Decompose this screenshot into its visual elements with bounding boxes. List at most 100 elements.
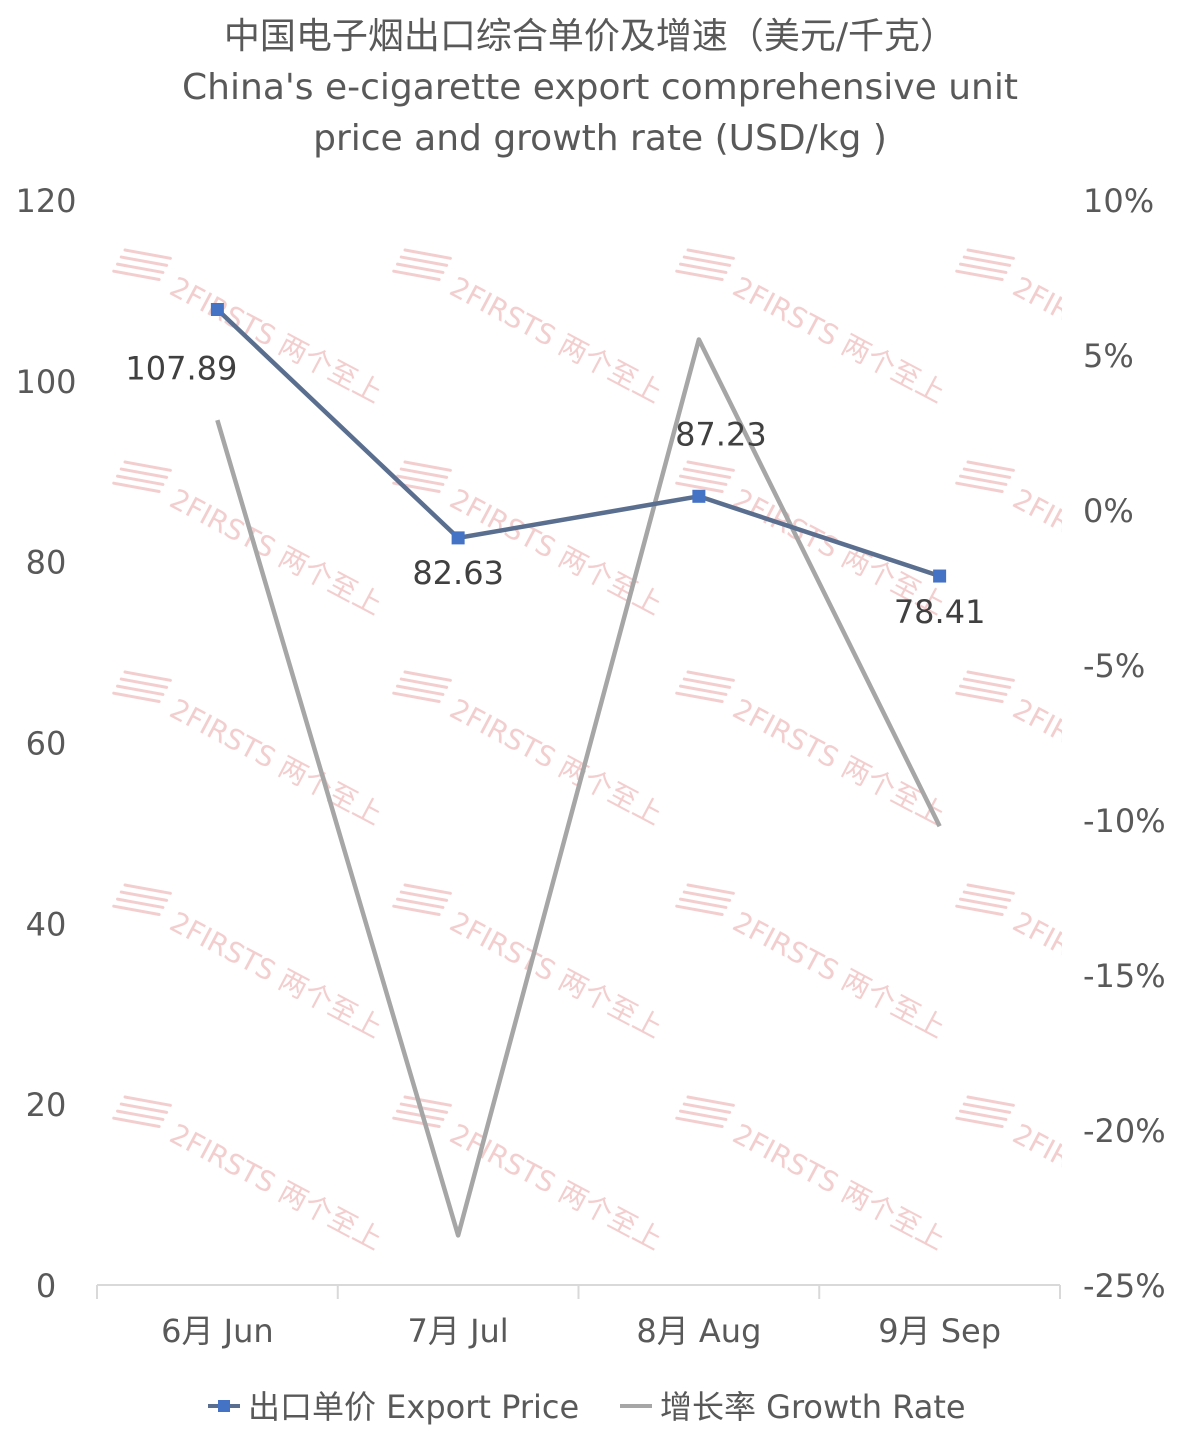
right-tick-label: 10% [1083, 182, 1154, 220]
data-labels: 107.89 82.63 87.23 78.41 [125, 349, 985, 631]
watermark-layer: 2FIRSTS 两个至上 2FIRSTS 两个至上 2FIRSTS 两个至上 2FIR… [112, 248, 1062, 1257]
category-labels: 6月 Jun 7月 Jul 8月 Aug 9月 Sep [161, 1312, 1001, 1350]
watermark-text: 2FIRSTS 两个至上 [164, 270, 387, 410]
watermark-logo-stroke [392, 269, 441, 281]
left-tick-label: 0 [36, 1267, 56, 1305]
watermark-logo-stroke [686, 883, 735, 895]
watermark-logo-stroke [403, 248, 452, 260]
export-price-line [215, 307, 941, 579]
watermark-logo-stroke [112, 691, 161, 703]
watermark-logo-stroke [966, 883, 1015, 895]
watermark-tile: 2FIRSTS 两个至上 [675, 883, 951, 1045]
watermark-logo-stroke [392, 904, 441, 916]
category-label: 6月 Jun [161, 1312, 274, 1350]
series-export-price [210, 302, 947, 583]
watermark-tile: 2FIRSTS 两个至上 [675, 248, 951, 410]
right-tick-label: -15% [1083, 957, 1166, 995]
growth-rate-line [215, 337, 942, 1238]
watermark-logo-stroke [962, 677, 1012, 689]
watermark-logo-stroke [395, 474, 445, 486]
watermark-tile: 2FIRSTS 两个至上 [955, 460, 1062, 622]
watermark-tile: 2FIRSTS 两个至上 [112, 883, 388, 1045]
data-label: 87.23 [675, 415, 767, 453]
watermark-logo-stroke [675, 1116, 724, 1128]
right-tick-label: 5% [1083, 337, 1134, 375]
watermark-logo-stroke [403, 883, 452, 895]
watermark-logo-stroke [399, 890, 449, 902]
watermark-logo-stroke [112, 481, 161, 493]
watermark-text: 2FIRSTS 两个至上 [164, 482, 387, 622]
export-price-marker [933, 569, 947, 583]
watermark-logo-stroke [686, 248, 735, 260]
watermark-logo-stroke [399, 1102, 449, 1114]
chart-title-cn: 中国电子烟出口综合单价及增速（美元/千克） [224, 16, 956, 57]
watermark-logo-stroke [123, 670, 172, 682]
left-axis-ticks: 0 20 40 60 80 100 120 [15, 182, 76, 1305]
watermark-text: 2FIRSTS 两个至上 [164, 692, 387, 832]
watermark-logo-stroke [966, 460, 1015, 472]
watermark-logo-stroke [962, 467, 1012, 479]
watermark-logo-stroke [395, 897, 445, 909]
watermark-logo-stroke [112, 1116, 161, 1128]
watermark-logo-stroke [395, 684, 445, 696]
watermark-logo-stroke [678, 684, 728, 696]
watermark-tile: 2FIRSTS 两个至上 [112, 670, 388, 832]
watermark-logo-stroke [392, 1116, 441, 1128]
data-label: 78.41 [894, 593, 986, 631]
watermark-tile: 2FIRSTS 两个至上 [675, 1095, 951, 1257]
watermark-logo-stroke [112, 904, 161, 916]
right-tick-label: -20% [1083, 1112, 1166, 1150]
watermark-logo-stroke [675, 269, 724, 281]
watermark-text: 2FIRSTS 两个至上 [727, 692, 950, 832]
left-tick-label: 40 [26, 905, 67, 943]
watermark-logo-stroke [395, 1109, 445, 1121]
watermark-logo-stroke [123, 248, 172, 260]
watermark-logo-stroke [403, 460, 452, 472]
watermark-tile: 2FIRSTS 两个至上 [955, 248, 1062, 410]
right-tick-label: -10% [1083, 802, 1166, 840]
watermark-tile: 2FIRSTS 两个至上 [392, 670, 668, 832]
watermark-text: 2FIRSTS 两个至上 [444, 1117, 667, 1257]
export-price-marker [692, 489, 706, 503]
watermark-logo-stroke [682, 255, 732, 267]
left-tick-label: 80 [26, 544, 67, 582]
watermark-logo-stroke [686, 670, 735, 682]
watermark-text: 2FIRSTS 两个至上 [444, 270, 667, 410]
export-price-marker [210, 302, 224, 316]
legend-price-label: 出口单价 Export Price [248, 1388, 579, 1426]
legend-growth-label: 增长率 Growth Rate [660, 1388, 966, 1426]
watermark-logo-stroke [955, 269, 1004, 281]
watermark-logo-stroke [966, 670, 1015, 682]
watermark-text: 2FIRSTS 两个至上 [444, 905, 667, 1045]
right-tick-label: -5% [1083, 647, 1145, 685]
watermark-tile: 2FIRSTS 两个至上 [955, 1095, 1062, 1257]
watermark-tile: 2FIRSTS 两个至上 [675, 670, 951, 832]
category-label: 7月 Jul [408, 1312, 509, 1350]
watermark-logo-stroke [682, 677, 732, 689]
watermark-logo-stroke [119, 1102, 169, 1114]
chart-title-en-2: price and growth rate (USD/kg ) [313, 118, 887, 159]
watermark-logo-stroke [119, 467, 169, 479]
watermark-logo-stroke [962, 890, 1012, 902]
left-tick-label: 100 [15, 363, 76, 401]
watermark-logo-stroke [955, 691, 1004, 703]
watermark-logo-stroke [958, 1109, 1008, 1121]
legend: 出口单价 Export Price 增长率 Growth Rate [208, 1388, 966, 1426]
watermark-logo-stroke [399, 677, 449, 689]
watermark-logo-stroke [955, 481, 1004, 493]
watermark-logo-stroke [962, 255, 1012, 267]
watermark-logo-stroke [123, 1095, 172, 1107]
watermark-logo-stroke [115, 684, 165, 696]
series-growth-rate [215, 337, 942, 1238]
watermark-logo-stroke [119, 255, 169, 267]
watermark-logo-stroke [678, 262, 728, 274]
left-tick-label: 120 [15, 182, 76, 220]
watermark-logo-stroke [678, 474, 728, 486]
watermark-tile: 2FIRSTS 两个至上 [112, 1095, 388, 1257]
watermark-logo-stroke [958, 474, 1008, 486]
watermark-logo-stroke [682, 890, 732, 902]
watermark-logo-stroke [119, 677, 169, 689]
data-label: 82.63 [412, 554, 504, 592]
chart-title-en-1: China's e-cigarette export comprehensive… [182, 67, 1018, 108]
